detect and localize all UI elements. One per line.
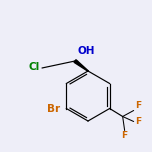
Text: F: F	[135, 117, 141, 126]
Text: OH: OH	[78, 46, 95, 56]
Text: Cl: Cl	[29, 62, 40, 72]
Text: F: F	[122, 131, 128, 140]
Text: Br: Br	[47, 105, 60, 114]
Text: F: F	[135, 100, 141, 109]
Polygon shape	[74, 60, 88, 71]
